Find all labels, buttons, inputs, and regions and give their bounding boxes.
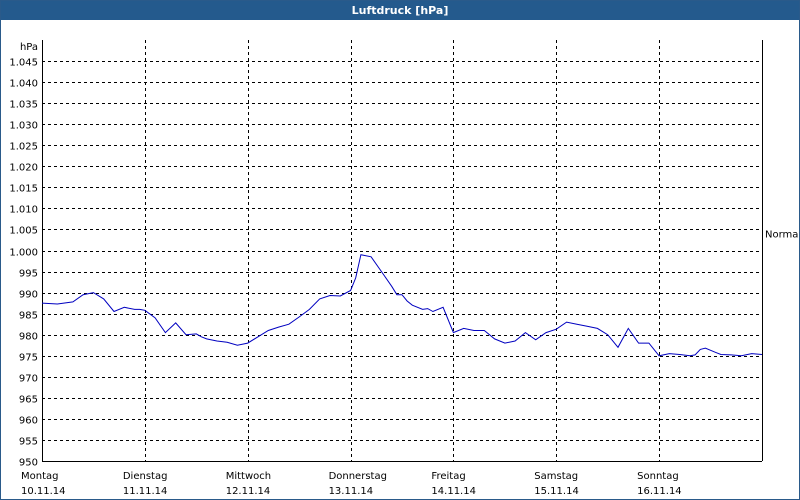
y-tick-label: 1.030 [9,121,38,132]
x-tick-date: 11.11.14 [123,486,168,497]
x-tick-date: 15.11.14 [534,486,579,497]
y-tick-label: 1.005 [9,226,38,237]
y-axis-labels: 950 955 960 965 970 975 980 985 990 995 1.000 1.005… [9,42,38,469]
x-tick-day: Mittwoch [226,471,271,482]
x-tick-day: Montag [21,471,58,482]
y-tick-label: 1.000 [9,248,38,259]
x-tick-date: 10.11.14 [21,486,66,497]
x-tick-day: Freitag [431,471,465,482]
series-line [41,254,763,357]
reference-label: Normal [765,230,799,241]
x-axis-labels: Montag 10.11.14 Dienstag 11.11.14 Mittwoch 12… [21,471,682,497]
x-tick-day: Donnerstag [329,471,387,482]
y-tick-label: 995 [19,269,38,280]
x-tick-date: 13.11.14 [329,486,374,497]
y-tick-label: 1.045 [9,58,38,69]
series-layer [41,254,763,357]
chart-title: Luftdruck [hPa] [1,1,799,20]
y-tick-label: 970 [19,374,38,385]
y-tick-label: 1.040 [9,79,38,90]
y-tick-label: 960 [19,416,38,427]
grid [42,40,762,461]
x-tick-day: Sonntag [637,471,679,482]
y-tick-label: 990 [19,290,38,301]
y-tick-label: 1.025 [9,142,38,153]
y-tick-label: 1.035 [9,100,38,111]
pressure-chart: Normal 950 955 960 965 970 975 980 985 990 995 1.0… [9,40,799,497]
y-axis-unit: hPa [20,42,38,53]
y-tick-label: 1.010 [9,205,38,216]
x-tick-date: 12.11.14 [226,486,271,497]
y-tick-label: 985 [19,311,38,322]
y-tick-label: 955 [19,437,38,448]
y-tick-label: 965 [19,395,38,406]
x-tick-date: 16.11.14 [637,486,682,497]
x-tick-date: 14.11.14 [431,486,476,497]
y-tick-label: 1.015 [9,184,38,195]
x-tick-day: Dienstag [123,471,168,482]
y-tick-label: 980 [19,332,38,343]
y-tick-label: 1.020 [9,163,38,174]
axes: Normal [42,40,799,462]
y-tick-label: 950 [19,458,38,469]
x-tick-day: Samstag [534,471,578,482]
y-tick-label: 975 [19,353,38,364]
